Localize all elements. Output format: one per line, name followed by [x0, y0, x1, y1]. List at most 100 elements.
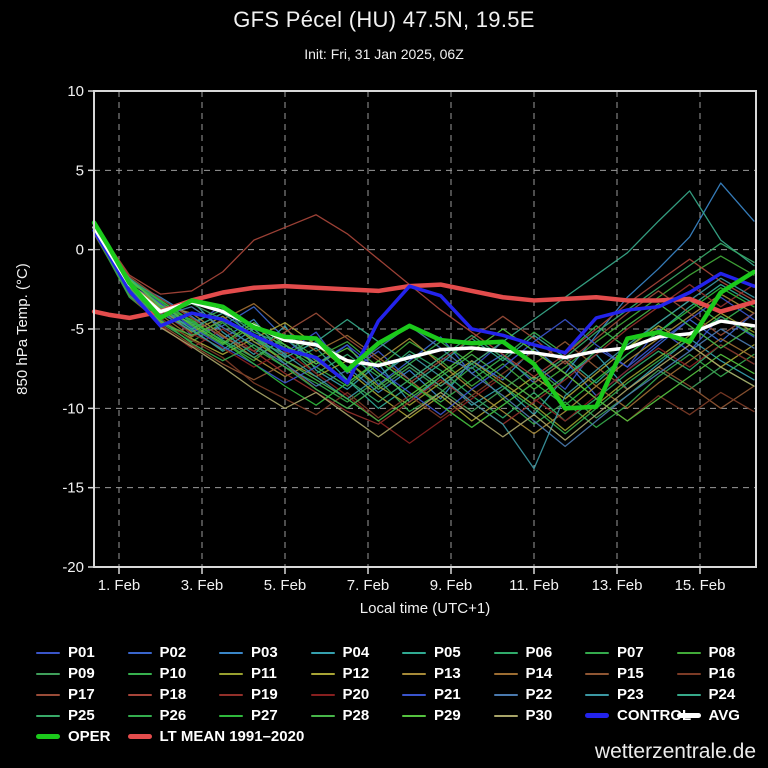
ensemble-member-line-p20: [93, 229, 755, 444]
legend-item-p07: P07: [585, 644, 677, 661]
legend-swatch: [36, 693, 60, 696]
legend-label: P05: [434, 644, 461, 661]
x-tick-label: 3. Feb: [181, 577, 224, 594]
legend-item-p30: P30: [493, 707, 586, 724]
legend-item-p19: P19: [219, 686, 311, 703]
legend-label: P22: [525, 686, 553, 703]
legend-swatch: [585, 672, 609, 675]
legend-item-p24: P24: [676, 686, 768, 703]
legend-label: P02: [159, 644, 187, 661]
x-tick-label: 7. Feb: [347, 577, 390, 594]
x-tick-label: 11. Feb: [509, 577, 559, 594]
legend-item-oper: OPER: [36, 728, 128, 745]
legend-swatch: [36, 672, 60, 675]
legend-swatch: [219, 672, 243, 675]
plot-frame: [93, 90, 757, 568]
watermark-text: wetterzentrale.de: [594, 740, 756, 763]
legend-label: P11: [251, 665, 277, 682]
legend-item-p04: P04: [310, 644, 403, 661]
legend-swatch: [402, 714, 426, 717]
legend-label: P24: [708, 686, 736, 703]
legend-swatch: [127, 714, 152, 717]
legend-label: P17: [68, 686, 95, 703]
legend-item-p17: P17: [36, 686, 128, 703]
legend-item-p22: P22: [493, 686, 586, 703]
legend-swatch: [310, 693, 335, 696]
chart-subtitle: Init: Fri, 31 Jan 2025, 06Z: [304, 46, 464, 62]
ensemble-member-line-p21: [93, 226, 755, 416]
legend-item-p06: P06: [493, 644, 586, 661]
legend-swatch: [36, 651, 60, 654]
legend-label: P25: [68, 707, 95, 724]
legend-label: P09: [68, 665, 95, 682]
legend-swatch: [219, 693, 243, 696]
legend-swatch: [36, 714, 60, 717]
legend-item-p21: P21: [402, 686, 494, 703]
legend-label: P14: [525, 665, 553, 682]
legend-swatch: [493, 651, 518, 654]
legend-label: P10: [159, 665, 187, 682]
legend-label: P20: [342, 686, 370, 703]
legend-item-p18: P18: [127, 686, 220, 703]
x-tick-label: 1. Feb: [98, 577, 141, 594]
legend-item-p29: P29: [402, 707, 494, 724]
legend-label: P08: [708, 644, 736, 661]
legend-label: P18: [159, 686, 187, 703]
legend-label: P26: [159, 707, 187, 724]
legend-label: P04: [342, 644, 370, 661]
legend-swatch: [676, 713, 701, 718]
x-tick-label: 5. Feb: [264, 577, 307, 594]
y-tick-label: 5: [76, 162, 84, 179]
legend-label: P03: [251, 644, 278, 661]
legend-swatch: [493, 693, 518, 696]
ensemble-plot: 10 5 0 -5 -10 -15 -20 1. Feb 3. Feb 5. Feb 7. Feb 9…: [14, 83, 757, 617]
ensemble-member-line-p02: [93, 226, 755, 397]
legend-item-p03: P03: [219, 644, 311, 661]
legend-item-p10: P10: [127, 665, 220, 682]
legend-swatch: [219, 651, 243, 654]
ensemble-member-line-p28: [93, 229, 755, 422]
legend-item-p20: P20: [310, 686, 403, 703]
legend-label: P30: [525, 707, 553, 724]
legend-label: AVG: [708, 707, 740, 724]
legend-label: P23: [617, 686, 644, 703]
x-axis-title: Local time (UTC+1): [360, 600, 490, 617]
legend-item-p08: P08: [676, 644, 768, 661]
legend-swatch: [402, 672, 426, 675]
legend-item-p12: P12: [310, 665, 403, 682]
legend-label: P13: [434, 665, 461, 682]
legend-item-avg: AVG: [676, 707, 768, 724]
y-tick-label: -15: [62, 480, 84, 497]
legend-label: OPER: [68, 728, 111, 745]
legend-label: LT MEAN 1991–2020: [159, 728, 305, 745]
legend-item-p28: P28: [310, 707, 403, 724]
legend-item-p05: P05: [402, 644, 494, 661]
legend-swatch: [219, 714, 243, 717]
legend-swatch: [127, 693, 152, 696]
legend-item-p15: P15: [585, 665, 677, 682]
legend-swatch: [127, 734, 152, 739]
legend-item-lt-mean-1991-2020: LT MEAN 1991–2020: [127, 728, 311, 745]
ensemble-member-line-p08: [93, 226, 755, 390]
legend-label: P28: [342, 707, 370, 724]
legend-label: P07: [617, 644, 644, 661]
legend-swatch: [36, 734, 60, 739]
legend-item-p14: P14: [493, 665, 586, 682]
legend-swatch: [676, 693, 701, 696]
legend-swatch: [310, 672, 335, 675]
ensemble-member-line-p26: [93, 231, 755, 435]
main-line-oper: [91, 220, 757, 411]
legend-swatch: [310, 714, 335, 717]
legend-item-p23: P23: [585, 686, 677, 703]
legend: P01 P02 P03 P04 P05 P06 P07 P08 P09 P10 P11 P12 P13 P…: [36, 642, 768, 747]
y-tick-label: 0: [76, 242, 84, 259]
legend-swatch: [676, 672, 701, 675]
legend-swatch: [402, 651, 426, 654]
legend-label: P15: [617, 665, 644, 682]
legend-swatch: [402, 693, 426, 696]
legend-swatch: [585, 713, 609, 718]
x-tick-label: 9. Feb: [430, 577, 473, 594]
ensemble-member-line-p30: [93, 228, 755, 441]
x-tick-label: 13. Feb: [592, 577, 643, 594]
legend-item-p26: P26: [127, 707, 220, 724]
